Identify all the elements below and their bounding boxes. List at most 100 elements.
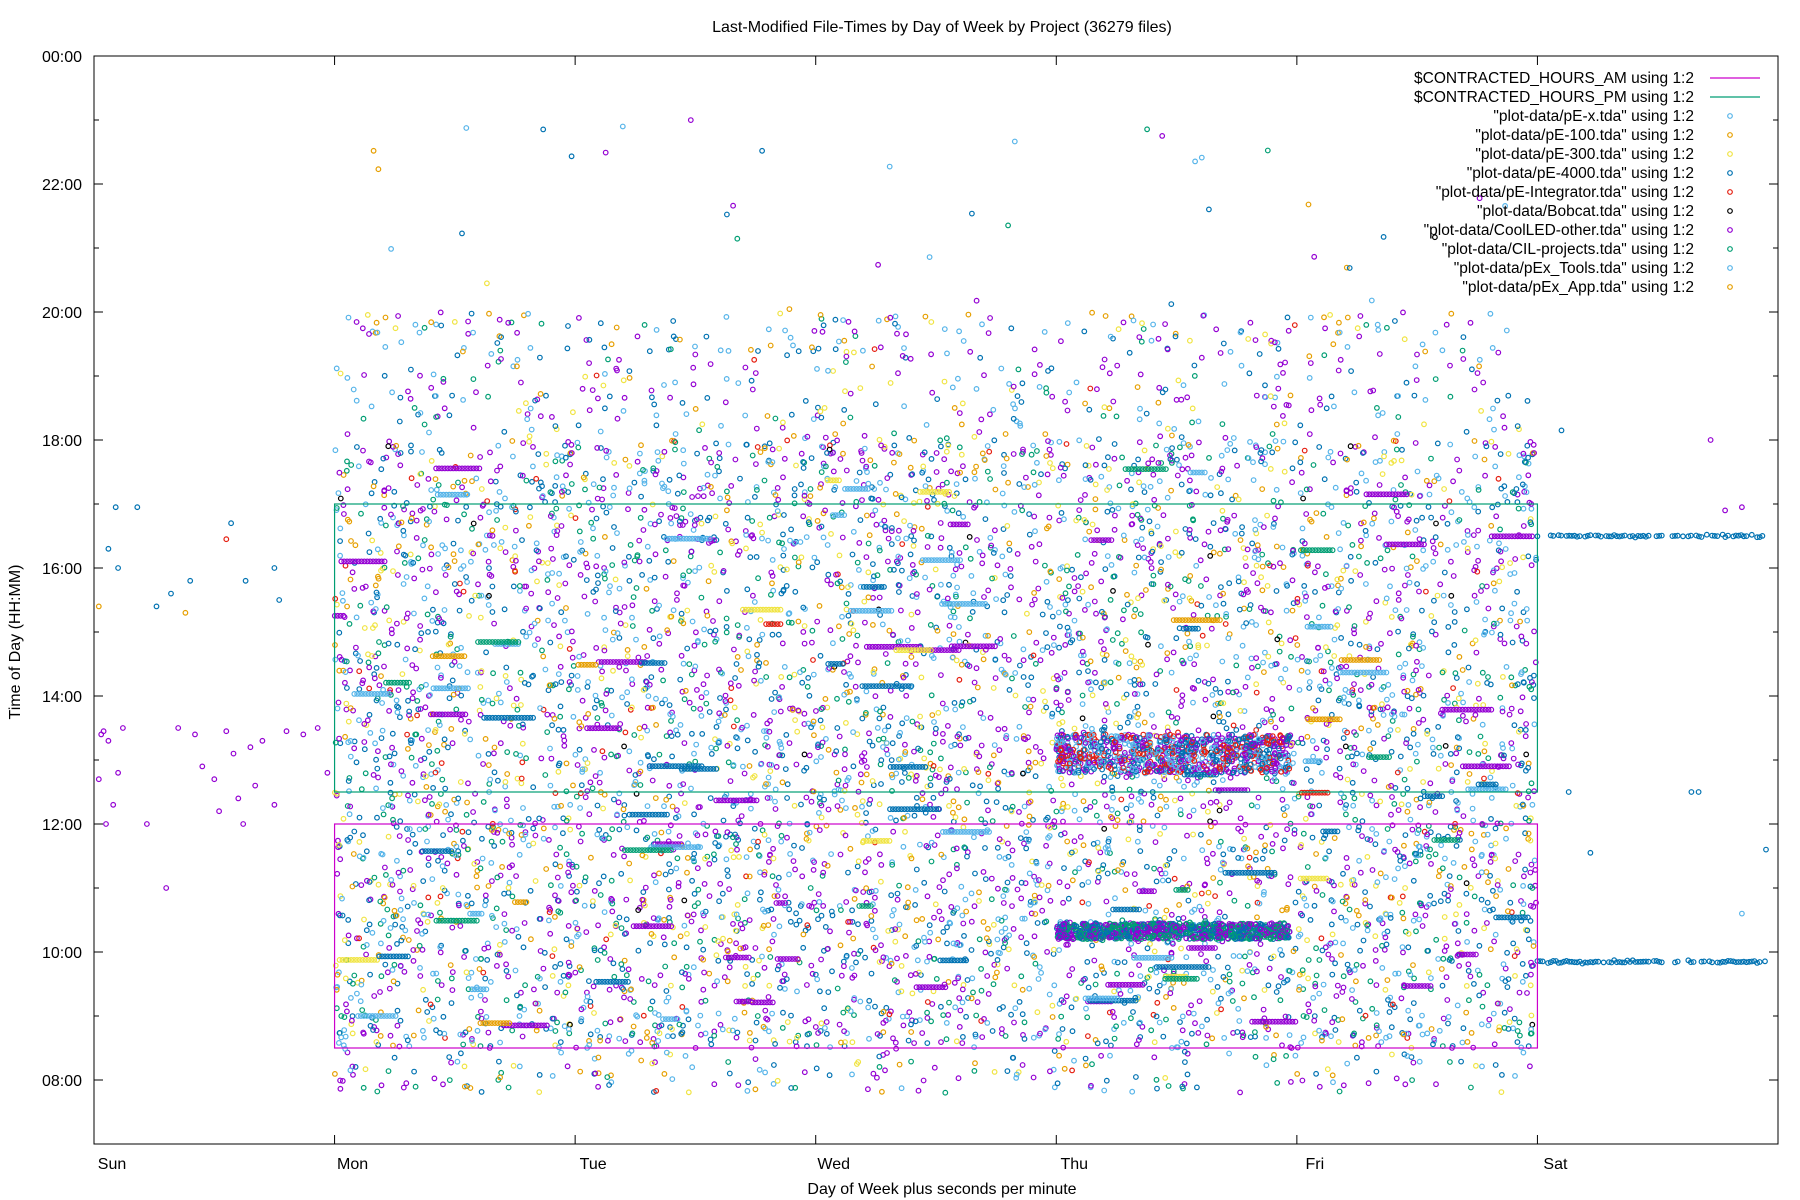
- data-point: [489, 878, 495, 884]
- data-point: [373, 785, 380, 792]
- data-point: [477, 711, 484, 718]
- data-point: [497, 941, 503, 948]
- data-point: [379, 727, 386, 734]
- data-point: [566, 873, 572, 879]
- data-point: [519, 759, 526, 766]
- data-point: [390, 568, 396, 574]
- data-point: [463, 901, 470, 908]
- data-point: [516, 583, 523, 589]
- data-point: [399, 924, 406, 930]
- data-point: [378, 567, 384, 574]
- data-point: [378, 940, 384, 947]
- data-point: [397, 450, 404, 456]
- data-point: [400, 867, 407, 874]
- data-point: [460, 837, 466, 844]
- data-point: [417, 410, 424, 416]
- data-point: [346, 621, 353, 627]
- data-point: [386, 945, 393, 951]
- data-point: [463, 574, 470, 580]
- data-point: [338, 1013, 345, 1019]
- data-point: [412, 1083, 419, 1090]
- data-point: [385, 932, 392, 939]
- data-point: [406, 797, 413, 804]
- data-point: [392, 325, 399, 332]
- data-point: [441, 405, 448, 412]
- data-point: [417, 965, 423, 971]
- data-point: [543, 866, 550, 872]
- data-point: [478, 668, 485, 674]
- data-point: [522, 831, 529, 838]
- data-point: [448, 1000, 455, 1006]
- data-point: [435, 978, 441, 984]
- data-point: [336, 1039, 342, 1046]
- data-point: [407, 867, 414, 873]
- data-point: [518, 989, 524, 996]
- data-point: [417, 973, 424, 979]
- data-point: [494, 340, 501, 346]
- data-point: [373, 756, 380, 763]
- data-point: [420, 774, 427, 781]
- data-point: [381, 372, 388, 379]
- data-point: [519, 721, 526, 728]
- data-point: [361, 739, 368, 745]
- data-point: [403, 1080, 410, 1087]
- data-point: [402, 552, 409, 559]
- data-point: [430, 371, 437, 378]
- data-point: [391, 961, 398, 968]
- data-point: [538, 755, 545, 762]
- data-point: [503, 664, 510, 671]
- data-point: [426, 565, 433, 572]
- data-point: [483, 532, 490, 539]
- data-point: [423, 784, 430, 790]
- data-point: [344, 803, 351, 809]
- data-point: [562, 454, 569, 461]
- data-point: [503, 796, 510, 803]
- data-point: [372, 622, 378, 629]
- data-point: [342, 669, 349, 675]
- data-point: [368, 403, 375, 410]
- data-point: [385, 1068, 392, 1074]
- data-point: [462, 947, 469, 954]
- data-point: [440, 1013, 447, 1020]
- data-point: [570, 882, 576, 889]
- data-point: [387, 1032, 394, 1039]
- data-point: [493, 695, 500, 702]
- data-point: [486, 592, 492, 599]
- data-point: [444, 860, 451, 867]
- data-point: [425, 629, 431, 635]
- data-point: [489, 527, 496, 534]
- data-point: [432, 628, 439, 635]
- data-point: [356, 668, 363, 675]
- data-point: [450, 540, 457, 547]
- data-point: [558, 802, 564, 809]
- data-point: [394, 703, 400, 710]
- data-point: [407, 551, 414, 558]
- data-point: [348, 538, 354, 544]
- data-point: [549, 953, 556, 959]
- data-point: [557, 713, 564, 720]
- data-point: [405, 837, 412, 843]
- data-point: [433, 970, 440, 977]
- data-point: [455, 851, 462, 858]
- data-point: [465, 829, 472, 836]
- data-point: [565, 982, 572, 989]
- data-point: [398, 519, 405, 526]
- data-point: [518, 676, 525, 683]
- data-point: [565, 439, 572, 445]
- data-point: [351, 828, 358, 835]
- data-point: [339, 590, 346, 596]
- data-point: [407, 518, 414, 525]
- data-point: [494, 829, 501, 836]
- data-point: [348, 1021, 355, 1028]
- data-point: [332, 739, 339, 746]
- data-point: [489, 912, 495, 919]
- data-point: [507, 722, 514, 729]
- data-point: [527, 405, 534, 412]
- data-point: [412, 646, 419, 653]
- data-point: [356, 935, 363, 942]
- data-point: [484, 594, 491, 601]
- data-point: [421, 911, 427, 918]
- data-point: [556, 760, 563, 767]
- data-point: [487, 449, 493, 456]
- data-point: [370, 1027, 377, 1033]
